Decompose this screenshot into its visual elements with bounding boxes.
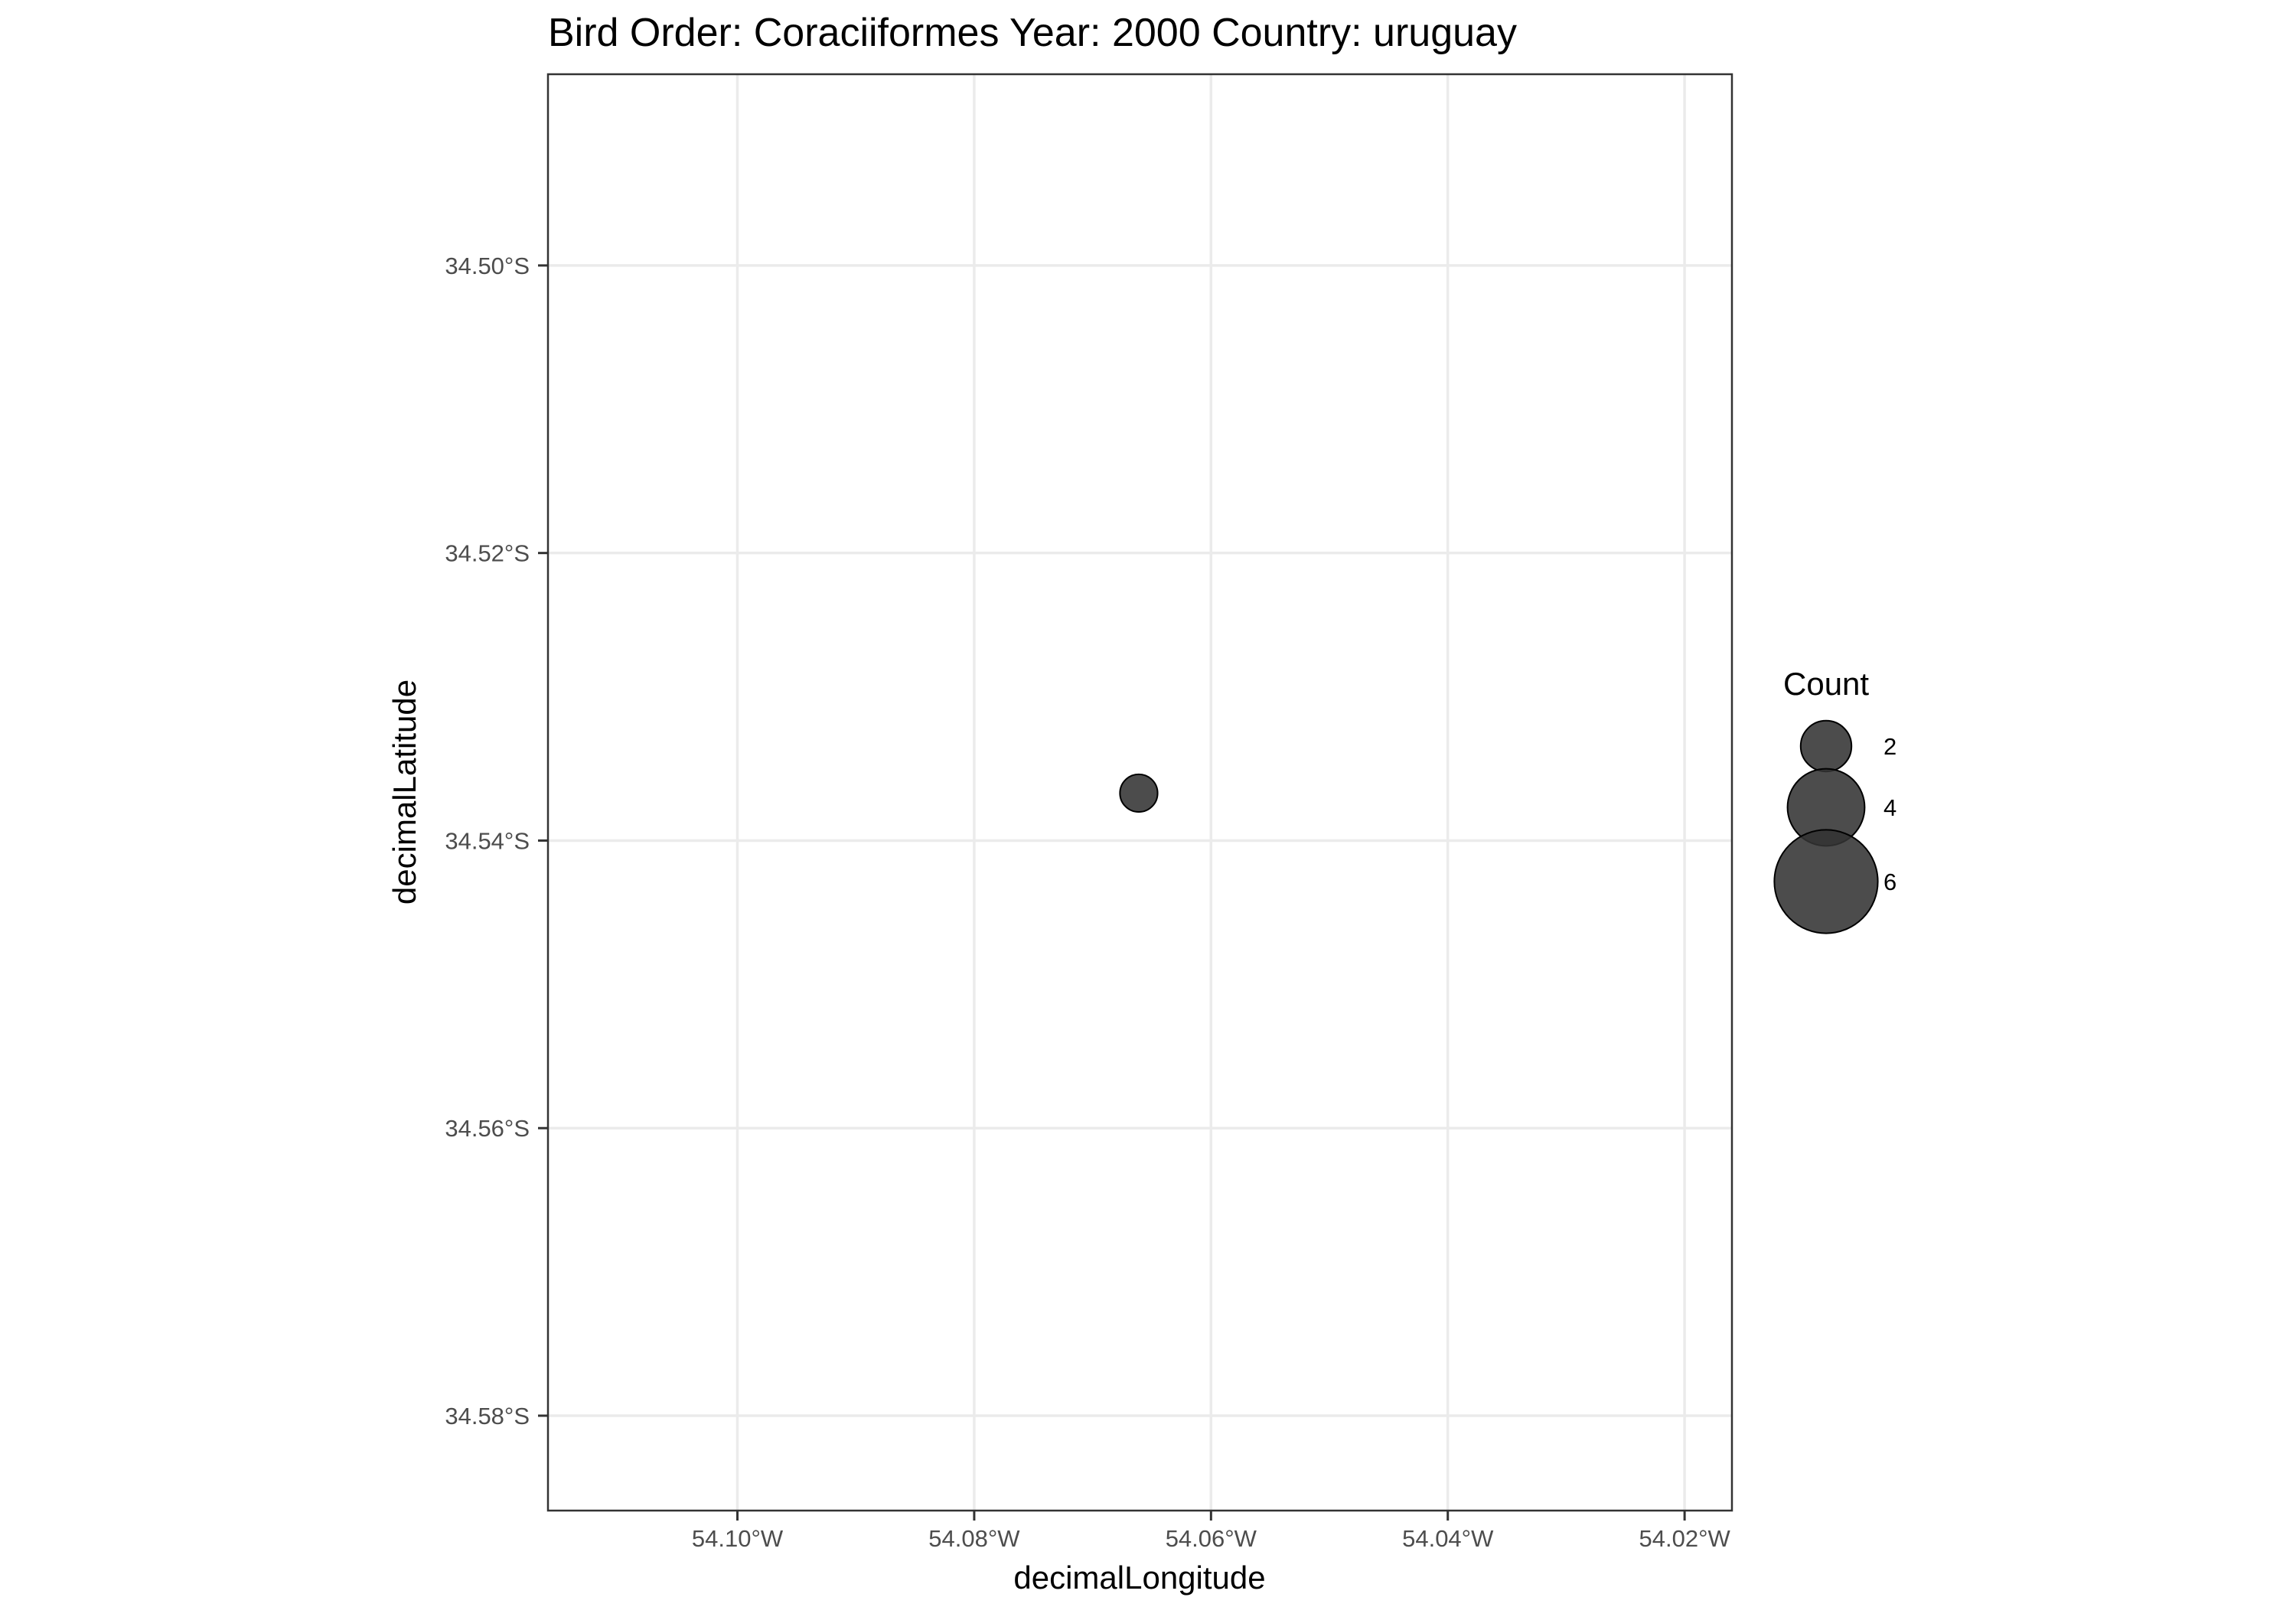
y-tick-label: 34.54°S bbox=[445, 827, 530, 854]
legend-label: 6 bbox=[1883, 869, 1896, 895]
y-axis: 34.50°S 34.52°S 34.54°S 34.56°S 34.58°S bbox=[445, 253, 548, 1429]
y-tick-label: 34.58°S bbox=[445, 1403, 530, 1429]
data-point bbox=[1119, 773, 1159, 813]
legend-key bbox=[1799, 719, 1853, 773]
legend-label: 4 bbox=[1883, 794, 1896, 821]
legend-title: Count bbox=[1783, 666, 1869, 702]
x-gridlines bbox=[735, 74, 1686, 1511]
size-legend: Count 2 4 6 bbox=[1773, 666, 1896, 934]
plot-panel bbox=[546, 73, 1733, 1512]
x-tick-label: 54.02°W bbox=[1639, 1525, 1731, 1552]
y-axis-title: decimalLatitude bbox=[386, 680, 422, 905]
legend-entries: 2 4 6 bbox=[1773, 719, 1896, 934]
y-tick-label: 34.52°S bbox=[445, 540, 530, 567]
chart-title: Bird Order: Coraciiformes Year: 2000 Cou… bbox=[548, 11, 1517, 55]
x-tick-label: 54.06°W bbox=[1166, 1525, 1257, 1552]
x-tick-label: 54.08°W bbox=[928, 1525, 1020, 1552]
data-points bbox=[1119, 773, 1159, 813]
x-axis: 54.10°W 54.08°W 54.06°W 54.04°W 54.02°W bbox=[692, 1511, 1731, 1552]
y-tick-label: 34.50°S bbox=[445, 253, 530, 279]
x-tick-label: 54.04°W bbox=[1402, 1525, 1494, 1552]
legend-key bbox=[1773, 829, 1879, 934]
panel-border bbox=[546, 73, 1733, 1512]
legend-label: 2 bbox=[1883, 733, 1896, 760]
y-tick-label: 34.56°S bbox=[445, 1115, 530, 1142]
y-gridlines bbox=[548, 264, 1732, 1417]
x-axis-title: decimalLongitude bbox=[1013, 1560, 1265, 1596]
x-tick-label: 54.10°W bbox=[692, 1525, 784, 1552]
